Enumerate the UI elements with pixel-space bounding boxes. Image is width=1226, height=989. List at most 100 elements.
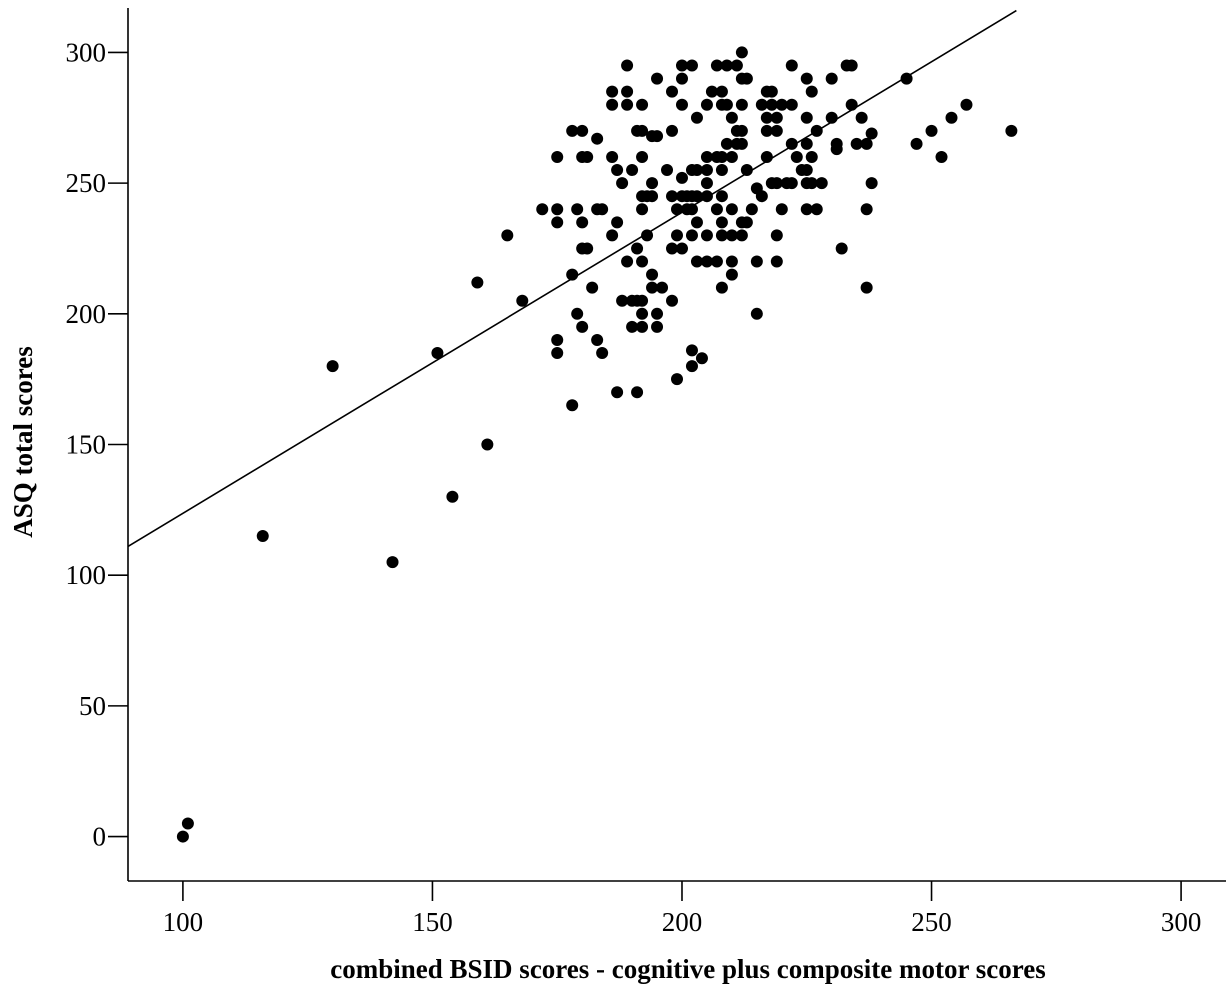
data-point <box>551 333 564 346</box>
data-point <box>611 164 624 177</box>
data-point <box>616 294 629 307</box>
data-point <box>256 529 269 542</box>
data-point <box>586 281 599 294</box>
data-point <box>621 85 634 98</box>
data-point <box>596 347 609 360</box>
data-point <box>551 150 564 163</box>
y-tick-label: 150 <box>66 430 107 460</box>
data-point <box>760 150 773 163</box>
data-point <box>646 190 659 203</box>
data-point <box>785 177 798 190</box>
x-tick-label: 250 <box>911 907 952 937</box>
data-point <box>431 347 444 360</box>
data-point <box>810 124 823 137</box>
data-point <box>800 111 813 124</box>
data-point <box>805 85 818 98</box>
data-point <box>576 216 589 229</box>
data-point <box>671 229 683 242</box>
data-point <box>626 320 639 333</box>
data-point <box>386 556 399 569</box>
data-point <box>825 72 838 85</box>
data-point <box>611 216 624 229</box>
y-tick-label: 250 <box>66 168 107 198</box>
data-point <box>715 229 728 242</box>
data-point <box>770 229 783 242</box>
data-point <box>700 177 713 190</box>
data-point <box>810 203 823 216</box>
data-point <box>551 203 564 216</box>
data-point <box>471 276 484 289</box>
data-point <box>606 85 619 98</box>
data-point <box>790 150 803 163</box>
data-point <box>651 130 664 143</box>
data-point <box>611 386 624 399</box>
y-tick-label: 0 <box>93 822 107 852</box>
data-point <box>700 98 713 111</box>
data-point <box>700 190 713 203</box>
data-point <box>591 132 604 145</box>
data-point <box>725 255 738 268</box>
data-point <box>770 177 783 190</box>
data-point <box>606 150 619 163</box>
data-point <box>735 98 748 111</box>
data-point <box>581 150 594 163</box>
data-point <box>646 268 659 281</box>
data-point <box>710 255 723 268</box>
data-point <box>675 242 688 255</box>
data-point <box>646 281 659 294</box>
data-point <box>646 177 659 190</box>
data-point <box>735 137 748 150</box>
data-point <box>815 177 828 190</box>
data-point <box>700 150 713 163</box>
data-point <box>326 360 339 373</box>
data-point <box>710 203 723 216</box>
data-point <box>725 268 738 281</box>
data-point <box>636 203 649 216</box>
data-point <box>631 242 644 255</box>
data-point <box>551 347 564 360</box>
data-point <box>855 111 868 124</box>
data-point <box>631 386 644 399</box>
data-point <box>621 255 634 268</box>
data-point <box>666 190 679 203</box>
data-point <box>636 255 649 268</box>
data-point <box>775 98 788 111</box>
data-point <box>606 229 619 242</box>
data-point <box>770 111 783 124</box>
data-point <box>571 203 584 216</box>
data-point <box>446 490 459 503</box>
data-point <box>641 229 654 242</box>
data-point <box>636 320 649 333</box>
data-point <box>785 59 798 72</box>
data-point <box>800 72 813 85</box>
data-point <box>735 229 748 242</box>
data-point <box>785 98 798 111</box>
data-point <box>671 373 683 386</box>
data-point <box>740 216 753 229</box>
x-tick-label: 300 <box>1161 907 1202 937</box>
data-point <box>725 203 738 216</box>
data-point <box>730 59 743 72</box>
data-point <box>685 59 698 72</box>
data-point <box>551 216 564 229</box>
data-point <box>745 203 758 216</box>
data-point <box>740 72 753 85</box>
axes-layer <box>127 8 1226 882</box>
data-point <box>176 830 189 843</box>
data-point <box>690 111 703 124</box>
data-point <box>715 150 728 163</box>
data-point <box>685 360 698 373</box>
data-point <box>566 124 579 137</box>
data-point <box>671 203 683 216</box>
data-point <box>651 72 664 85</box>
data-point <box>770 124 783 137</box>
data-point <box>685 344 698 357</box>
data-point <box>1005 124 1018 137</box>
data-point <box>666 294 679 307</box>
data-point <box>685 203 698 216</box>
data-point <box>566 399 579 412</box>
data-point <box>830 143 843 156</box>
data-point <box>666 242 679 255</box>
y-tick-label: 50 <box>79 691 106 721</box>
data-point <box>516 294 529 307</box>
